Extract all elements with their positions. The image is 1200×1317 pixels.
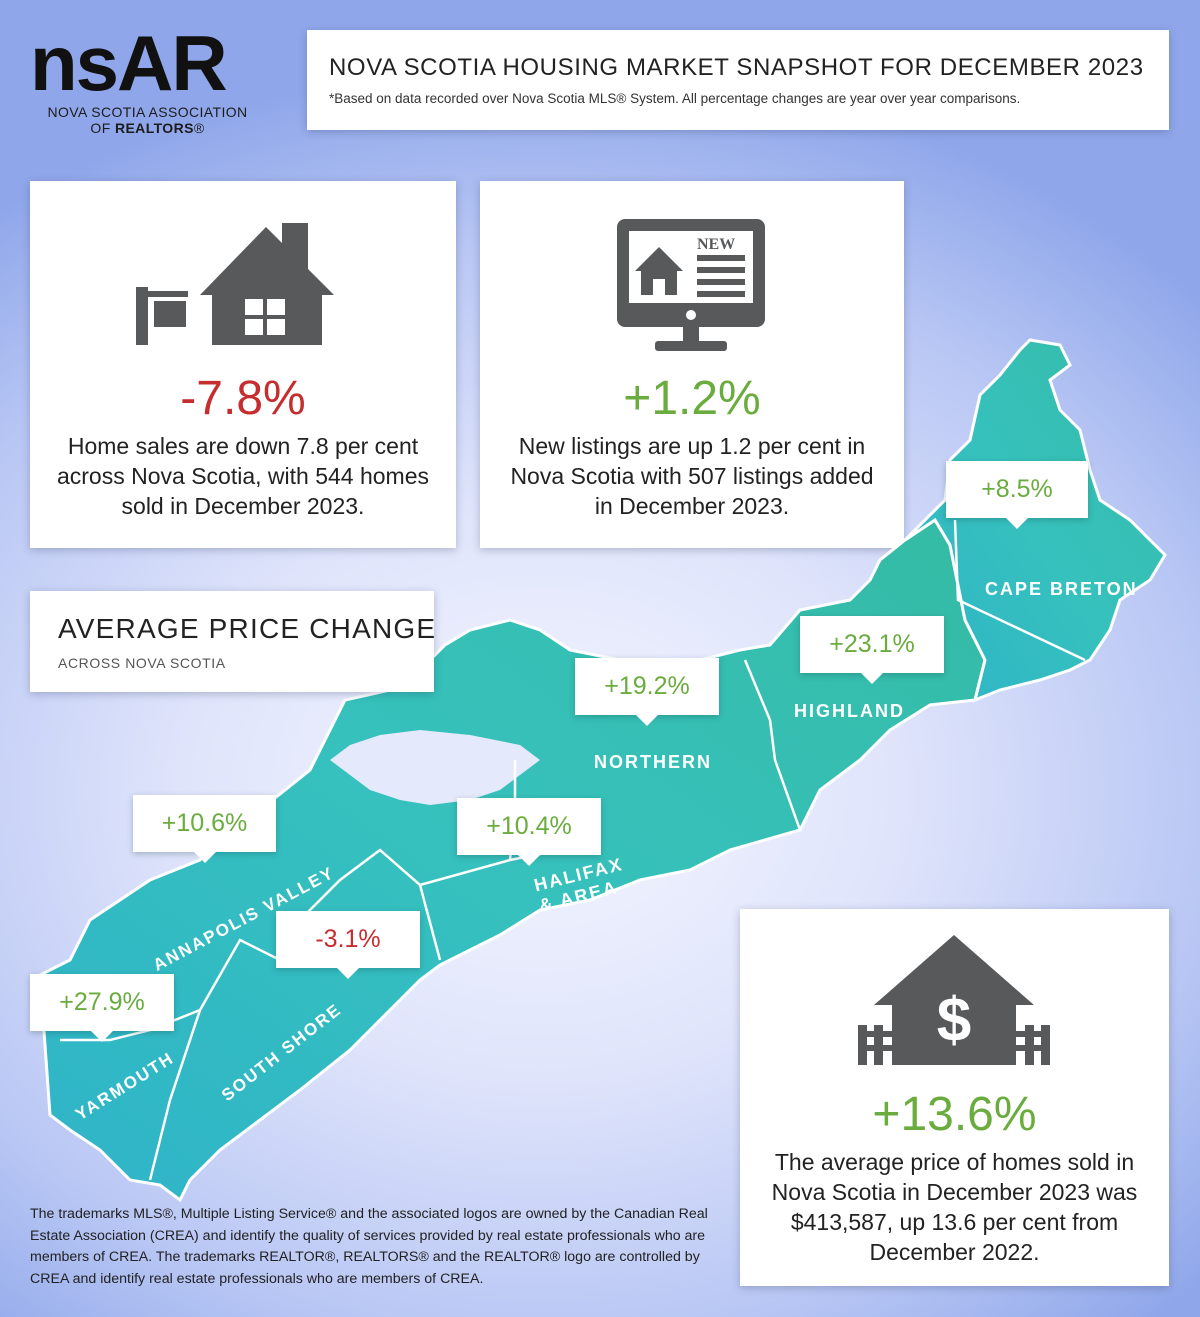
home-sales-description: Home sales are down 7.8 per cent across … xyxy=(56,433,429,519)
trademark-footer: The trademarks MLS®, Multiple Listing Se… xyxy=(30,1206,708,1287)
callout-annapolis-valley: +10.6% xyxy=(133,795,276,863)
page-title: NOVA SCOTIA HOUSING MARKET SNAPSHOT FOR … xyxy=(329,54,1144,81)
callout-northern: +19.2% xyxy=(575,658,719,726)
callout-yarmouth: +27.9% xyxy=(30,974,174,1042)
bay-of-fundy xyxy=(330,730,540,805)
average-price-title-card: AVERAGE PRICE CHANGE ACROSS NOVA SCOTIA xyxy=(30,591,437,692)
home-sales-change: -7.8% xyxy=(180,372,306,425)
callout-south-shore: -3.1% xyxy=(276,911,420,979)
house-dollar-icon: $ xyxy=(858,935,1050,1065)
nsar-logo: nsAR NOVA SCOTIA ASSOCIATION OF REALTORS… xyxy=(30,20,265,136)
home-sales-card: -7.8% Home sales are down 7.8 per cent a… xyxy=(30,181,456,548)
new-listings-card: NEW +1.2% New listings are up 1.2 per ce… xyxy=(480,181,904,548)
nsar-logo-mark: nsAR xyxy=(30,20,228,98)
average-price-subtitle: ACROSS NOVA SCOTIA xyxy=(58,655,226,671)
region-label-cape-breton: CAPE BRETON xyxy=(985,579,1138,599)
cape-breton-shape xyxy=(903,338,1167,703)
average-price-description: The average price of homes sold in Nova … xyxy=(771,1149,1138,1265)
new-listings-description: New listings are up 1.2 per cent in Nova… xyxy=(510,433,874,519)
callout-highland: +23.1% xyxy=(800,616,944,684)
logo-org-line2: OF REALTORS® xyxy=(90,120,205,136)
new-listings-change: +1.2% xyxy=(623,372,761,425)
average-price-change: +13.6% xyxy=(872,1088,1037,1141)
page-subtitle: *Based on data recorded over Nova Scotia… xyxy=(329,91,1021,106)
average-price-card: $ +13.6% The average price of homes sold… xyxy=(740,909,1169,1286)
house-for-sale-icon xyxy=(136,223,334,345)
average-price-title: AVERAGE PRICE CHANGE xyxy=(58,613,437,644)
callout-cape-breton: +8.5% xyxy=(946,461,1088,529)
computer-listing-icon: NEW xyxy=(617,219,765,351)
region-label-northern: NORTHERN xyxy=(594,752,712,772)
callout-halifax: +10.4% xyxy=(457,798,601,866)
listing-new-badge: NEW xyxy=(697,236,735,253)
logo-wordmark: nsAR xyxy=(30,20,226,98)
logo-org-line1: NOVA SCOTIA ASSOCIATION xyxy=(47,104,248,120)
header-card: NOVA SCOTIA HOUSING MARKET SNAPSHOT FOR … xyxy=(307,30,1169,130)
dollar-symbol: $ xyxy=(937,986,971,1055)
region-label-highland: HIGHLAND xyxy=(794,701,905,721)
